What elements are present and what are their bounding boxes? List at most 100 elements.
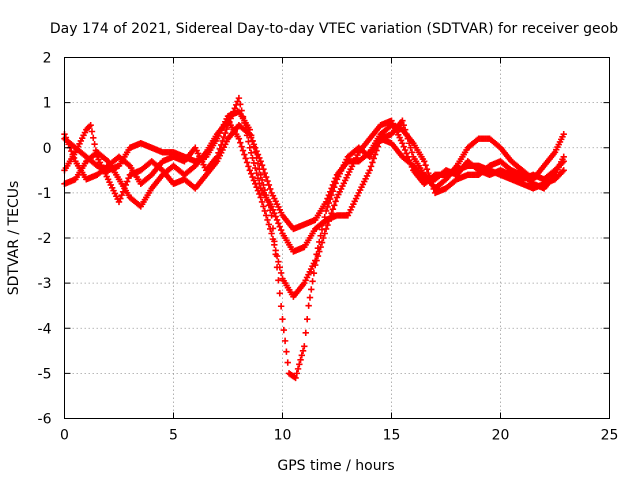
data-point — [322, 207, 330, 215]
trace-marker — [239, 113, 247, 120]
trace-marker — [313, 257, 320, 264]
trace-marker — [404, 153, 412, 160]
data-point — [399, 140, 406, 147]
y-tick-label: -2 — [38, 231, 52, 247]
trace-marker — [88, 128, 96, 135]
trace-marker — [281, 337, 289, 345]
trace-marker — [271, 238, 278, 245]
trace-marker — [242, 155, 249, 162]
trace-marker — [245, 163, 252, 170]
trace-marker — [406, 156, 413, 164]
trace-marker — [250, 177, 258, 184]
data-point — [235, 94, 243, 102]
trace-marker — [308, 286, 315, 293]
trace-marker — [231, 105, 239, 112]
trace-marker — [370, 155, 377, 162]
y-tick-label: -1 — [38, 186, 52, 202]
trace-marker — [239, 147, 247, 154]
trace-marker — [247, 170, 255, 177]
trace-marker — [280, 326, 288, 334]
trace-marker — [326, 188, 334, 195]
x-tick-label: 25 — [601, 428, 619, 444]
trace-marker — [275, 258, 282, 265]
trace-marker — [256, 180, 263, 187]
trace-marker — [407, 160, 414, 167]
trace-marker — [298, 352, 306, 359]
trace-marker — [422, 162, 429, 169]
trace-marker — [325, 191, 333, 199]
trace-marker — [296, 361, 303, 368]
trace-marker — [118, 191, 125, 199]
trace-marker — [423, 165, 431, 173]
data-point — [224, 121, 232, 129]
trace-marker — [249, 137, 256, 145]
trace-marker — [302, 329, 309, 336]
data-point — [257, 171, 264, 179]
trace-marker — [297, 356, 304, 364]
trace-marker — [374, 143, 382, 150]
trace-marker — [238, 143, 245, 150]
trace-marker — [317, 243, 324, 251]
trace-marker — [238, 107, 245, 114]
trace-marker — [250, 159, 258, 167]
trace-marker — [373, 147, 380, 154]
trace-marker — [329, 206, 337, 213]
trace-marker — [271, 209, 278, 217]
trace-marker — [318, 239, 326, 246]
data-point — [268, 230, 275, 237]
y-tick-label: 1 — [43, 96, 52, 112]
trace-marker — [260, 203, 267, 210]
grid — [64, 57, 610, 419]
trace-marker — [407, 144, 414, 151]
data-point — [305, 302, 312, 309]
trace-marker — [256, 190, 263, 198]
trace-marker — [427, 177, 435, 185]
trace-marker — [269, 206, 277, 213]
trace-marker — [277, 303, 285, 310]
trace-marker — [299, 347, 307, 355]
y-tick-label: -6 — [38, 412, 52, 428]
trace-marker — [283, 348, 290, 355]
trace-marker — [119, 188, 127, 195]
x-tick-label: 20 — [492, 428, 510, 444]
trace-marker — [328, 185, 335, 192]
trace-marker — [258, 162, 266, 169]
trace-marker — [90, 134, 97, 142]
trace-marker — [277, 226, 285, 234]
trace-marker — [332, 175, 339, 182]
data-point — [560, 167, 567, 174]
trace-marker — [267, 185, 274, 193]
trace-marker — [369, 159, 376, 166]
y-tick-label: 0 — [43, 141, 52, 157]
trace-marker — [123, 178, 131, 185]
trace-marker — [230, 108, 237, 115]
axes: 0 5 10 15 20 25 -6 -5 -4 -3 -2 -1 0 1 2 — [38, 51, 619, 444]
trace-marker — [222, 129, 229, 137]
trace-marker — [310, 269, 318, 277]
data-point — [257, 194, 264, 201]
data-point — [268, 203, 275, 210]
trace-marker — [331, 178, 338, 185]
trace-marker — [403, 150, 410, 157]
trace-marker — [559, 168, 566, 175]
trace-marker — [249, 173, 256, 181]
trace-marker — [273, 216, 281, 224]
trace-marker — [247, 134, 255, 141]
trace-marker — [304, 316, 311, 323]
trace-marker — [247, 149, 255, 157]
y-axis-label: SDTVAR / TECUs — [6, 181, 22, 296]
chart-title: Day 174 of 2021, Sidereal Day-to-day VTE… — [50, 21, 618, 37]
trace-marker — [314, 252, 322, 260]
trace-marker — [117, 195, 124, 202]
trace-marker — [262, 173, 270, 181]
data-point — [312, 261, 319, 269]
trace-marker — [329, 181, 337, 189]
trace-marker — [92, 147, 100, 154]
data-points — [61, 94, 567, 382]
trace-marker — [291, 373, 298, 381]
trace-marker — [241, 151, 248, 158]
data-point — [421, 158, 428, 165]
data-point — [560, 153, 567, 160]
trace-marker — [371, 151, 379, 158]
trace-marker — [227, 115, 234, 122]
